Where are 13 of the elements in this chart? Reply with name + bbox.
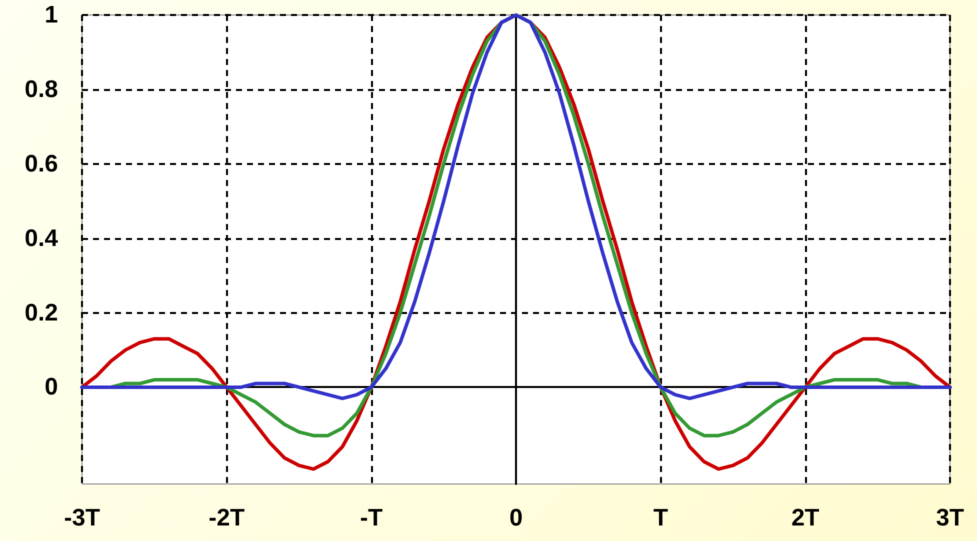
y-tick-label: 0	[44, 374, 58, 401]
x-tick-label: T	[653, 504, 668, 532]
y-tick-label: 0.2	[24, 299, 58, 326]
y-tick-label: 0.8	[24, 76, 58, 103]
y-tick-label: 1	[44, 2, 58, 28]
y-tick-label: 0.4	[24, 224, 59, 252]
y-tick-label: 0.6	[24, 150, 58, 178]
x-tick-label: -T	[360, 504, 383, 532]
x-tick-label: -3T	[64, 504, 100, 532]
x-tick-label: 0	[509, 504, 523, 532]
x-tick-label: 2T	[791, 504, 820, 532]
x-tick-label: 3T	[936, 504, 964, 532]
x-tick-label: -2T	[208, 504, 246, 532]
